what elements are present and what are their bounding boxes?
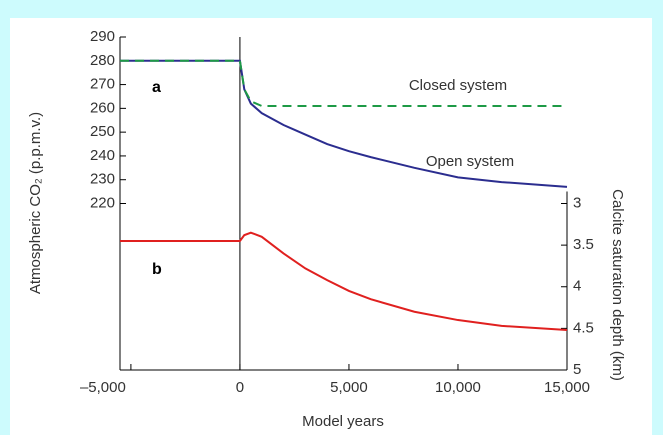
x-tick-label: 10,000 xyxy=(435,379,481,396)
y-tick-label: 240 xyxy=(90,147,115,164)
series-line xyxy=(120,231,568,332)
plot-background xyxy=(10,18,652,435)
y-tick-label: 250 xyxy=(90,123,115,140)
y2-tick-label: 4.5 xyxy=(573,319,594,336)
x-tick-label: 0 xyxy=(236,379,244,396)
y-tick-label: 270 xyxy=(90,76,115,93)
y-tick-label: 220 xyxy=(90,194,115,211)
y2-tick-label: 5 xyxy=(573,361,581,378)
series-label: Closed system xyxy=(409,77,507,94)
y-tick-label: 260 xyxy=(90,99,115,116)
series-line xyxy=(120,59,568,188)
y2-tick-label: 3.5 xyxy=(573,236,594,253)
series-label: b xyxy=(152,261,162,278)
x-tick-label: 5,000 xyxy=(330,379,368,396)
y-tick-label: 290 xyxy=(90,28,115,45)
y2-tick-label: 4 xyxy=(573,278,581,295)
series-line xyxy=(120,59,567,107)
y2-tick-label: 3 xyxy=(573,194,581,211)
y-tick-label: 280 xyxy=(90,52,115,69)
y2-axis-label: Calcite saturation depth (km) xyxy=(609,189,626,381)
x-axis-label: Model years xyxy=(302,413,384,430)
series-label: Open system xyxy=(426,153,514,170)
panel-label: a xyxy=(152,79,161,96)
x-tick-label: –5,000 xyxy=(80,379,126,396)
y-tick-label: 230 xyxy=(90,171,115,188)
y-axis-label: Atmospheric CO₂ (p.p.m.v.) xyxy=(27,112,44,294)
x-tick-label: 15,000 xyxy=(544,379,590,396)
